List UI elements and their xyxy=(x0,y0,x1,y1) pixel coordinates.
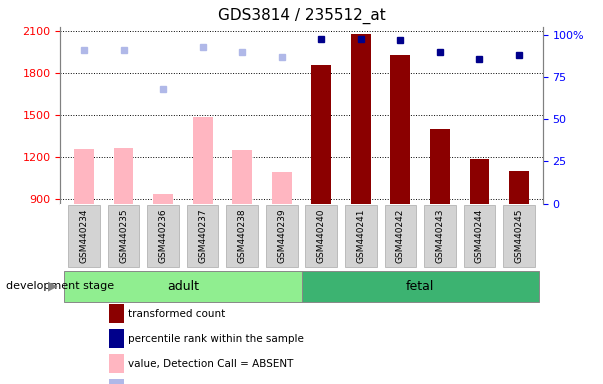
FancyBboxPatch shape xyxy=(226,205,258,268)
Text: GSM440237: GSM440237 xyxy=(198,209,207,263)
Bar xyxy=(311,65,331,204)
Text: GSM440245: GSM440245 xyxy=(514,209,523,263)
Text: transformed count: transformed count xyxy=(128,309,225,319)
Bar xyxy=(114,148,133,204)
Text: development stage: development stage xyxy=(6,281,114,291)
Text: GSM440238: GSM440238 xyxy=(238,209,247,263)
Text: adult: adult xyxy=(167,280,199,293)
Bar xyxy=(351,34,371,204)
Text: GSM440234: GSM440234 xyxy=(80,209,89,263)
FancyBboxPatch shape xyxy=(306,205,337,268)
Bar xyxy=(193,117,212,204)
Bar xyxy=(470,159,489,204)
Text: GSM440239: GSM440239 xyxy=(277,209,286,263)
Text: GSM440241: GSM440241 xyxy=(356,209,365,263)
FancyBboxPatch shape xyxy=(345,205,377,268)
Bar xyxy=(74,149,94,204)
FancyBboxPatch shape xyxy=(266,205,297,268)
FancyBboxPatch shape xyxy=(464,205,495,268)
FancyBboxPatch shape xyxy=(68,205,100,268)
FancyBboxPatch shape xyxy=(65,270,302,302)
Text: fetal: fetal xyxy=(406,280,434,293)
Text: GSM440240: GSM440240 xyxy=(317,209,326,263)
FancyBboxPatch shape xyxy=(385,205,416,268)
FancyBboxPatch shape xyxy=(302,270,538,302)
Text: GSM440235: GSM440235 xyxy=(119,209,128,263)
Bar xyxy=(509,171,529,204)
Bar xyxy=(232,149,252,204)
Text: ▶: ▶ xyxy=(48,280,57,293)
Title: GDS3814 / 235512_at: GDS3814 / 235512_at xyxy=(218,8,385,24)
FancyBboxPatch shape xyxy=(424,205,456,268)
Bar xyxy=(272,172,292,204)
Text: GSM440244: GSM440244 xyxy=(475,209,484,263)
FancyBboxPatch shape xyxy=(503,205,535,268)
Text: GSM440243: GSM440243 xyxy=(435,209,444,263)
Text: GSM440242: GSM440242 xyxy=(396,209,405,263)
Bar xyxy=(430,129,450,204)
Bar xyxy=(391,55,410,204)
FancyBboxPatch shape xyxy=(108,205,139,268)
FancyBboxPatch shape xyxy=(187,205,218,268)
Text: GSM440236: GSM440236 xyxy=(159,209,168,263)
Text: value, Detection Call = ABSENT: value, Detection Call = ABSENT xyxy=(128,359,293,369)
FancyBboxPatch shape xyxy=(147,205,179,268)
Text: percentile rank within the sample: percentile rank within the sample xyxy=(128,334,304,344)
Bar xyxy=(153,194,173,204)
